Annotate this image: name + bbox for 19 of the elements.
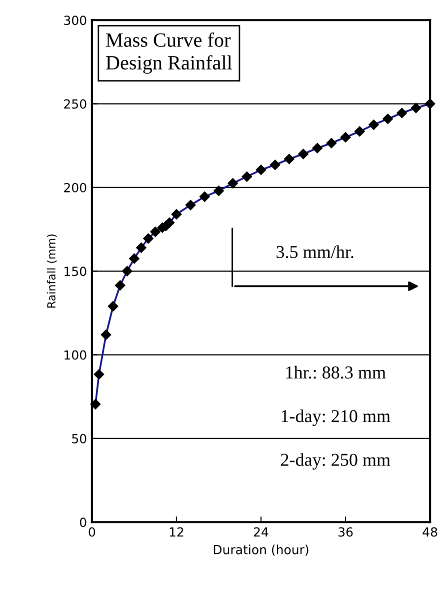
text: Mass Curve for Design Rainfall [106, 32, 232, 74]
x-tick-label: 0 [88, 527, 96, 537]
y-axis-title: Rainfall (mm) [46, 234, 57, 308]
y-tick-label: 0 [80, 518, 86, 528]
y-tick-label: 150 [64, 266, 86, 276]
annotation: 3.5 mm/hr. [276, 245, 354, 258]
y-tick-label: 300 [64, 16, 86, 26]
x-tick-label: 24 [254, 527, 268, 537]
y-tick-label: 200 [64, 182, 86, 192]
x-axis-title: Duration (hour) [214, 544, 308, 556]
x-tick-label: 48 [422, 527, 438, 537]
y-tick-label: 250 [64, 99, 86, 109]
y-tick-label: 100 [64, 350, 86, 360]
annotation: 2-day: 250 mm [281, 453, 390, 470]
x-tick-label: 12 [170, 527, 184, 537]
annotation: 1-day: 210 mm [282, 410, 390, 426]
x-tick-label: 36 [338, 527, 353, 537]
y-tick-label: 50 [72, 434, 86, 444]
annotation: 1hr.: 88.3 mm [286, 366, 386, 379]
